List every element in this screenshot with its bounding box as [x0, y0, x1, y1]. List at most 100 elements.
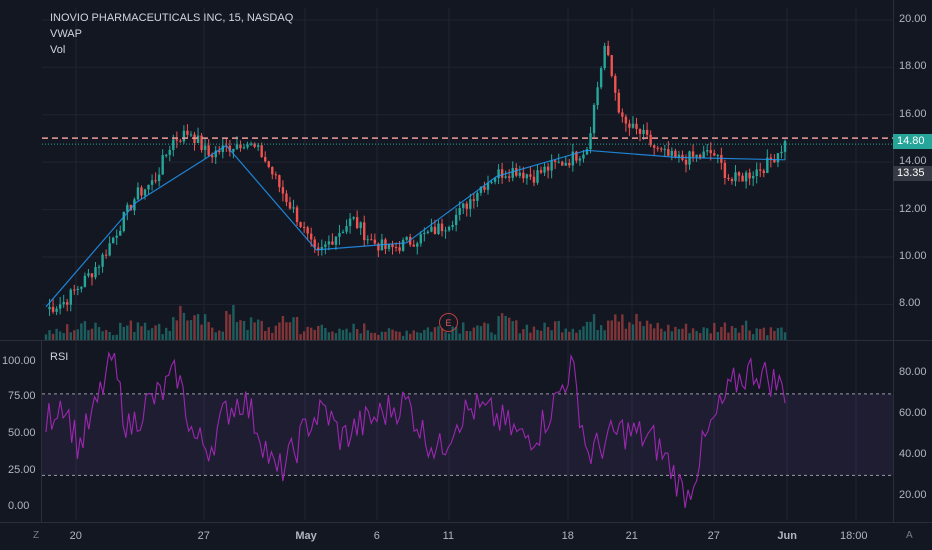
- volume-bar: [172, 317, 175, 340]
- candle-body: [90, 273, 94, 278]
- time-tick-label: 27: [707, 530, 720, 542]
- candle-body: [309, 233, 313, 240]
- volume-bar: [288, 322, 292, 340]
- volume-bar: [571, 328, 575, 340]
- time-tick-label: 21: [625, 530, 638, 542]
- volume-bar: [90, 328, 94, 340]
- volume-bar: [73, 330, 76, 340]
- candle-body: [515, 167, 518, 176]
- candle-body: [744, 172, 748, 182]
- volume-bar: [324, 327, 327, 340]
- volume-bar: [189, 320, 193, 340]
- candle-body: [759, 169, 762, 171]
- candle-body: [596, 87, 599, 106]
- volume-bar: [518, 333, 522, 340]
- volume-bar: [260, 320, 263, 340]
- candle-body: [684, 159, 688, 165]
- candle-body: [582, 154, 585, 159]
- volume-bar: [462, 322, 465, 340]
- candle-body: [66, 302, 69, 305]
- legend-rsi[interactable]: RSI: [50, 351, 69, 363]
- volume-bar: [430, 331, 433, 340]
- candle-body: [232, 149, 235, 152]
- candle-body: [416, 243, 419, 247]
- volume-bar: [140, 326, 143, 340]
- candle-body: [734, 172, 737, 182]
- volume-bar: [143, 322, 147, 340]
- volume-bar: [249, 317, 253, 340]
- volume-bar: [334, 333, 338, 340]
- volume-bar: [447, 333, 451, 340]
- volume-bar: [437, 326, 440, 340]
- candle-body: [706, 150, 709, 152]
- volume-bar: [405, 330, 408, 340]
- volume-bar: [426, 327, 430, 340]
- volume-bar: [783, 332, 787, 340]
- rsi-left-tick-label: 25.00: [8, 464, 36, 476]
- volume-bar: [232, 304, 235, 340]
- candle-body: [87, 273, 90, 276]
- candle-body: [408, 237, 412, 245]
- candle-body: [543, 166, 546, 173]
- volume-bar: [161, 334, 164, 340]
- volume-bar: [80, 323, 83, 340]
- volume-bar: [196, 314, 200, 340]
- earnings-marker-icon[interactable]: E: [439, 313, 458, 332]
- candle-body: [348, 218, 352, 226]
- volume-bar: [366, 330, 369, 340]
- candle-body: [571, 151, 575, 166]
- volume-bar: [408, 333, 412, 340]
- candle-body: [264, 157, 267, 162]
- volume-bar: [727, 332, 730, 340]
- legend-vol[interactable]: Vol: [50, 44, 66, 56]
- candle-body: [200, 135, 203, 151]
- candle-body: [645, 129, 649, 135]
- timezone-button[interactable]: Z: [33, 530, 40, 541]
- volume-bar: [575, 332, 578, 340]
- candle-body: [302, 227, 306, 229]
- volume-bar: [755, 328, 758, 340]
- volume-bar: [561, 332, 564, 340]
- volume-bar: [525, 324, 529, 340]
- rsi-legend: RSI: [50, 349, 68, 365]
- price-tick-label: 20.00: [899, 12, 927, 25]
- volume-bar: [239, 320, 242, 340]
- candle-body: [147, 184, 150, 190]
- volume-bar: [150, 328, 154, 340]
- rsi-tick-label: 20.00: [899, 488, 927, 501]
- candle-body: [115, 235, 118, 238]
- legend-vwap[interactable]: VWAP: [50, 28, 82, 40]
- candle-body: [642, 129, 645, 134]
- volume-bar: [638, 321, 642, 340]
- volume-bar: [663, 331, 666, 340]
- volume-bar: [766, 335, 769, 340]
- volume-bar: [578, 329, 582, 340]
- volume-bar: [235, 322, 239, 340]
- volume-bar: [444, 332, 447, 340]
- volume-bar: [274, 325, 278, 340]
- candle-body: [207, 145, 210, 156]
- volume-bar: [391, 329, 394, 340]
- candle-body: [281, 187, 285, 194]
- volume-bar: [302, 331, 306, 340]
- candle-body: [104, 254, 108, 256]
- volume-bar: [486, 323, 490, 340]
- volume-bar: [469, 331, 472, 340]
- volume-bar: [348, 332, 352, 340]
- candle-body: [221, 145, 224, 153]
- candle-body: [504, 176, 507, 178]
- candle-body: [663, 149, 666, 151]
- auto-scale-button[interactable]: A: [906, 530, 913, 541]
- candle-body: [677, 154, 681, 158]
- candle-body: [306, 227, 309, 234]
- volume-bar: [363, 323, 366, 340]
- volume-bar: [221, 331, 224, 340]
- volume-bar: [500, 313, 504, 340]
- other-price-tag: 13.35: [893, 166, 932, 181]
- candle-body: [55, 308, 58, 312]
- volume-bar: [536, 329, 539, 340]
- candle-body: [366, 239, 369, 241]
- candle-body: [656, 147, 659, 149]
- volume-bar: [242, 320, 246, 340]
